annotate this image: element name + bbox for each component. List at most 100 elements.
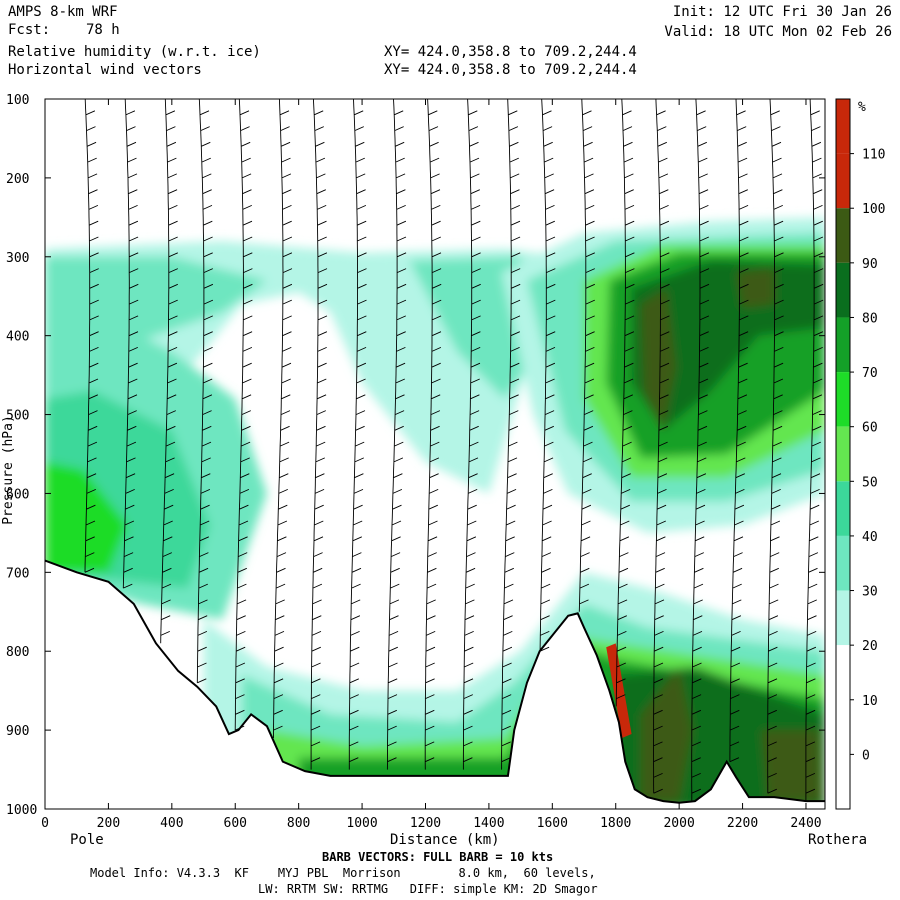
wind-barb-column — [691, 99, 710, 802]
colorbar-bin — [836, 262, 850, 318]
y-tick-label: 700 — [6, 566, 29, 581]
colorbar-bin — [836, 699, 850, 755]
wind-barb-column — [539, 99, 556, 652]
right-end-label: Rothera — [808, 832, 868, 848]
wind-barb-column — [578, 99, 595, 612]
colorbar-bin — [836, 153, 850, 209]
x-tick-label: 1800 — [600, 816, 631, 831]
wind-barb-column — [273, 99, 293, 738]
colorbar-bin — [836, 372, 850, 427]
y-tick-label: 100 — [6, 93, 29, 108]
rh-patch-40-mid — [409, 256, 537, 399]
x-tick-label: 1200 — [410, 816, 441, 831]
x-tick-label: 2000 — [663, 816, 694, 831]
terrain — [45, 559, 825, 809]
barb-note: BARB VECTORS: FULL BARB = 10 kts — [322, 850, 554, 864]
x-tick-label: 600 — [224, 816, 247, 831]
xy-range-2: XY= 424.0,358.8 to 709.2,244.4 — [384, 62, 637, 78]
wind-barb-column — [196, 99, 214, 684]
colorbar-frame — [835, 98, 851, 810]
x-tick-label: 2200 — [727, 816, 758, 831]
model-info-2: LW: RRTM SW: RRTMG DIFF: simple KM: 2D S… — [258, 882, 598, 896]
colorbar-bin — [836, 481, 850, 536]
colorbar-label: 40 — [862, 530, 878, 545]
x-tick-label: 1400 — [473, 816, 504, 831]
colorbar-bin — [836, 208, 850, 263]
wind-barb-column — [234, 99, 253, 731]
forecast-hours: 78 h — [86, 22, 120, 38]
colorbar-unit: % — [858, 100, 866, 115]
rh-low-100b — [761, 730, 822, 802]
x-axis-title: Distance (km) — [390, 832, 500, 848]
x-tick-label: 400 — [160, 816, 183, 831]
colorbar-label: 20 — [862, 639, 878, 654]
x-tick-label: 0 — [41, 816, 49, 831]
y-tick-label: 600 — [6, 487, 29, 502]
terrain-line — [45, 559, 825, 804]
x-tick-label: 2400 — [790, 816, 821, 831]
wind-barb-column — [501, 99, 521, 770]
field-wind: Horizontal wind vectors — [8, 62, 202, 78]
colorbar-label: 90 — [862, 257, 878, 272]
colorbar-label: 80 — [862, 311, 878, 326]
wind-barb-column — [310, 99, 328, 770]
x-tick-label: 800 — [287, 816, 310, 831]
colorbar-label: 100 — [862, 202, 885, 217]
colorbar-label: 10 — [862, 694, 878, 709]
wind-barb-column — [767, 99, 784, 794]
wind-barb-column — [348, 99, 367, 770]
wind-barb-column — [424, 99, 442, 770]
colorbar-label: 0 — [862, 748, 870, 763]
y-axis-title: Pressure (hPa) — [1, 415, 16, 525]
wind-barb-column — [653, 99, 670, 794]
wind-barb-column — [805, 99, 824, 802]
init-time: Init: 12 UTC Fri 30 Jan 26 — [672, 4, 892, 20]
colorbar-bin — [836, 426, 850, 482]
xy-range-1: XY= 424.0,358.8 to 709.2,244.4 — [384, 44, 637, 60]
plot-frame — [44, 98, 826, 810]
wind-barb-column — [386, 99, 407, 770]
forecast-label: Fcst: — [8, 22, 51, 38]
colorbar-label: 70 — [862, 366, 878, 381]
colorbar-top-cap — [836, 99, 850, 154]
rh-core-100 — [641, 288, 676, 431]
y-tick-label: 900 — [6, 724, 29, 739]
model-info: Model Info: V4.3.3 KF MYJ PBL Morrison 8… — [90, 866, 596, 880]
x-tick-label: 200 — [97, 816, 120, 831]
x-tick-label: 1000 — [346, 816, 377, 831]
colorbar-bin — [836, 754, 850, 809]
wind-barb-column — [462, 99, 481, 770]
colorbar-label: 110 — [862, 148, 885, 163]
y-tick-label: 200 — [6, 172, 29, 187]
y-tick-label: 400 — [6, 330, 29, 345]
valid-time: Valid: 18 UTC Mon 02 Feb 26 — [664, 24, 892, 40]
left-end-label: Pole — [70, 832, 104, 848]
x-axis: 0 200 400 600 800 1000 1200 1400 1600 1800 2000 220… — [41, 99, 822, 831]
colorbar-label: 60 — [862, 421, 878, 436]
model-title: AMPS 8-km WRF — [8, 4, 118, 20]
wind-barb-column — [84, 99, 99, 573]
wind-barb-column — [729, 99, 749, 763]
colorbar-bin — [836, 590, 850, 646]
colorbar-label: 30 — [862, 585, 878, 600]
y-tick-label: 1000 — [6, 803, 37, 818]
rh-max-110 — [606, 643, 632, 738]
colorbar-bin — [836, 317, 850, 373]
wind-barb-column — [122, 99, 139, 589]
rh-core-100b — [736, 268, 775, 309]
y-tick-label: 800 — [6, 645, 29, 660]
y-tick-label: 300 — [6, 251, 29, 266]
x-tick-label: 1600 — [537, 816, 568, 831]
terrain-fill — [45, 560, 825, 809]
wind-barb-column — [160, 99, 178, 644]
colorbar-bin — [836, 535, 850, 591]
y-axis: 100 200 300 400 500 600 700 800 900 1000 Pressure … — [1, 93, 825, 818]
wind-barbs — [84, 99, 824, 802]
field-humidity: Relative humidity (w.r.t. ice) — [8, 44, 261, 60]
colorbar-bin — [836, 645, 850, 700]
colorbar-label: 50 — [862, 475, 878, 490]
y-tick-label: 500 — [6, 409, 29, 424]
wind-barb-column — [615, 99, 635, 707]
